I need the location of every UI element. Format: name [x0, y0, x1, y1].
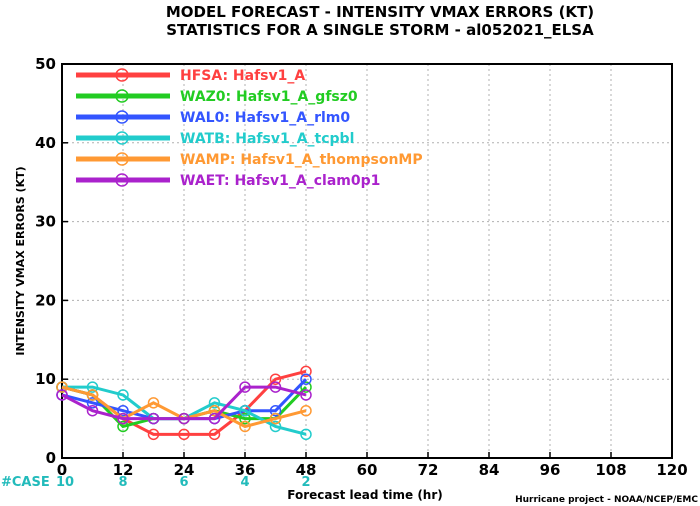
legend-marker [115, 152, 129, 166]
data-point [147, 412, 160, 425]
case-count: 8 [118, 475, 127, 490]
legend-marker [115, 68, 129, 82]
data-point [86, 397, 99, 409]
legend-marker [115, 110, 129, 124]
data-point [269, 381, 282, 393]
x-tick-label: 48 [296, 461, 317, 479]
case-count: 6 [179, 475, 188, 490]
case-count: 10 [56, 475, 74, 490]
data-point [300, 428, 312, 441]
x-tick-label: 36 [235, 461, 256, 479]
data-point [86, 389, 99, 401]
data-point [269, 420, 282, 433]
data-point [117, 389, 129, 401]
case-count: 4 [240, 475, 249, 490]
data-point [300, 373, 312, 385]
y-tick-label: 20 [35, 291, 56, 309]
data-point [239, 412, 251, 425]
x-tick-label: 0 [57, 461, 67, 479]
x-tick-label: 120 [656, 461, 687, 479]
data-point [147, 397, 160, 409]
x-tick-label: 72 [418, 461, 439, 479]
data-point [117, 420, 129, 433]
data-point [117, 412, 129, 425]
y-tick-label: 50 [35, 55, 56, 73]
x-axis-label: Forecast lead time (hr) [287, 488, 443, 502]
y-tick-label: 40 [35, 134, 56, 152]
case-label: #CASE [1, 475, 50, 490]
data-point [86, 404, 99, 417]
series-lines [56, 365, 312, 441]
legend-entry: HFSA: Hafsv1_A [180, 68, 305, 84]
series-line [61, 385, 307, 421]
legend: HFSA: Hafsv1_A WAZ0: Hafsv1_A_gfsz0 WAL0: … [76, 68, 423, 189]
data-point [208, 397, 221, 409]
x-tick-label: 24 [174, 461, 195, 479]
data-point [300, 381, 312, 393]
data-point [269, 373, 282, 385]
y-axis-label: INTENSITY VMAX ERRORS (KT) [14, 166, 27, 355]
case-counts: 10 8 6 4 2 [56, 475, 311, 490]
data-point [208, 404, 221, 417]
legend-marker [115, 89, 129, 103]
data-point [239, 381, 251, 393]
y-tick-label: 30 [35, 213, 56, 231]
legend-entry: WAL0: Hafsv1_A_rlm0 [180, 110, 350, 126]
legend-entry: WAMP: Hafsv1_A_thompsonMP [180, 152, 423, 168]
x-tick-label: 12 [113, 461, 134, 479]
data-point [117, 404, 129, 417]
chart-title: MODEL FORECAST - INTENSITY VMAX ERRORS (… [166, 3, 594, 21]
data-point [86, 381, 99, 393]
axes: 0 12 24 36 48 60 72 84 96 108 120 0 10 20 30 40 50 [35, 55, 688, 479]
chart-subtitle: STATISTICS FOR A SINGLE STORM - al052021… [166, 21, 594, 39]
legend-marker [115, 131, 129, 145]
data-point [239, 404, 251, 417]
legend-marker [115, 173, 129, 187]
case-count: 2 [301, 475, 310, 490]
x-tick-label: 108 [595, 461, 626, 479]
data-point [208, 412, 221, 425]
data-point [269, 412, 282, 425]
x-tick-label: 96 [540, 461, 561, 479]
data-point [56, 381, 68, 393]
y-tick-label: 10 [35, 370, 56, 388]
data-point [147, 428, 160, 441]
y-tick-label: 0 [46, 449, 56, 467]
legend-entry: WATB: Hafsv1_A_tcpbl [180, 131, 354, 147]
legend-entry: WAZ0: Hafsv1_A_gfsz0 [180, 89, 358, 105]
x-tick-label: 60 [357, 461, 378, 479]
data-point [269, 404, 282, 417]
grid [62, 64, 672, 458]
data-point [208, 428, 221, 441]
data-point [300, 365, 312, 378]
data-point [56, 389, 68, 401]
data-point [300, 404, 312, 417]
x-tick-label: 84 [479, 461, 500, 479]
data-point [178, 428, 190, 441]
data-point [178, 412, 190, 425]
credit-text: Hurricane project - NOAA/NCEP/EMC [515, 495, 698, 505]
data-point [239, 420, 251, 433]
legend-entry: WAET: Hafsv1_A_clam0p1 [180, 173, 380, 189]
data-point [300, 389, 312, 401]
